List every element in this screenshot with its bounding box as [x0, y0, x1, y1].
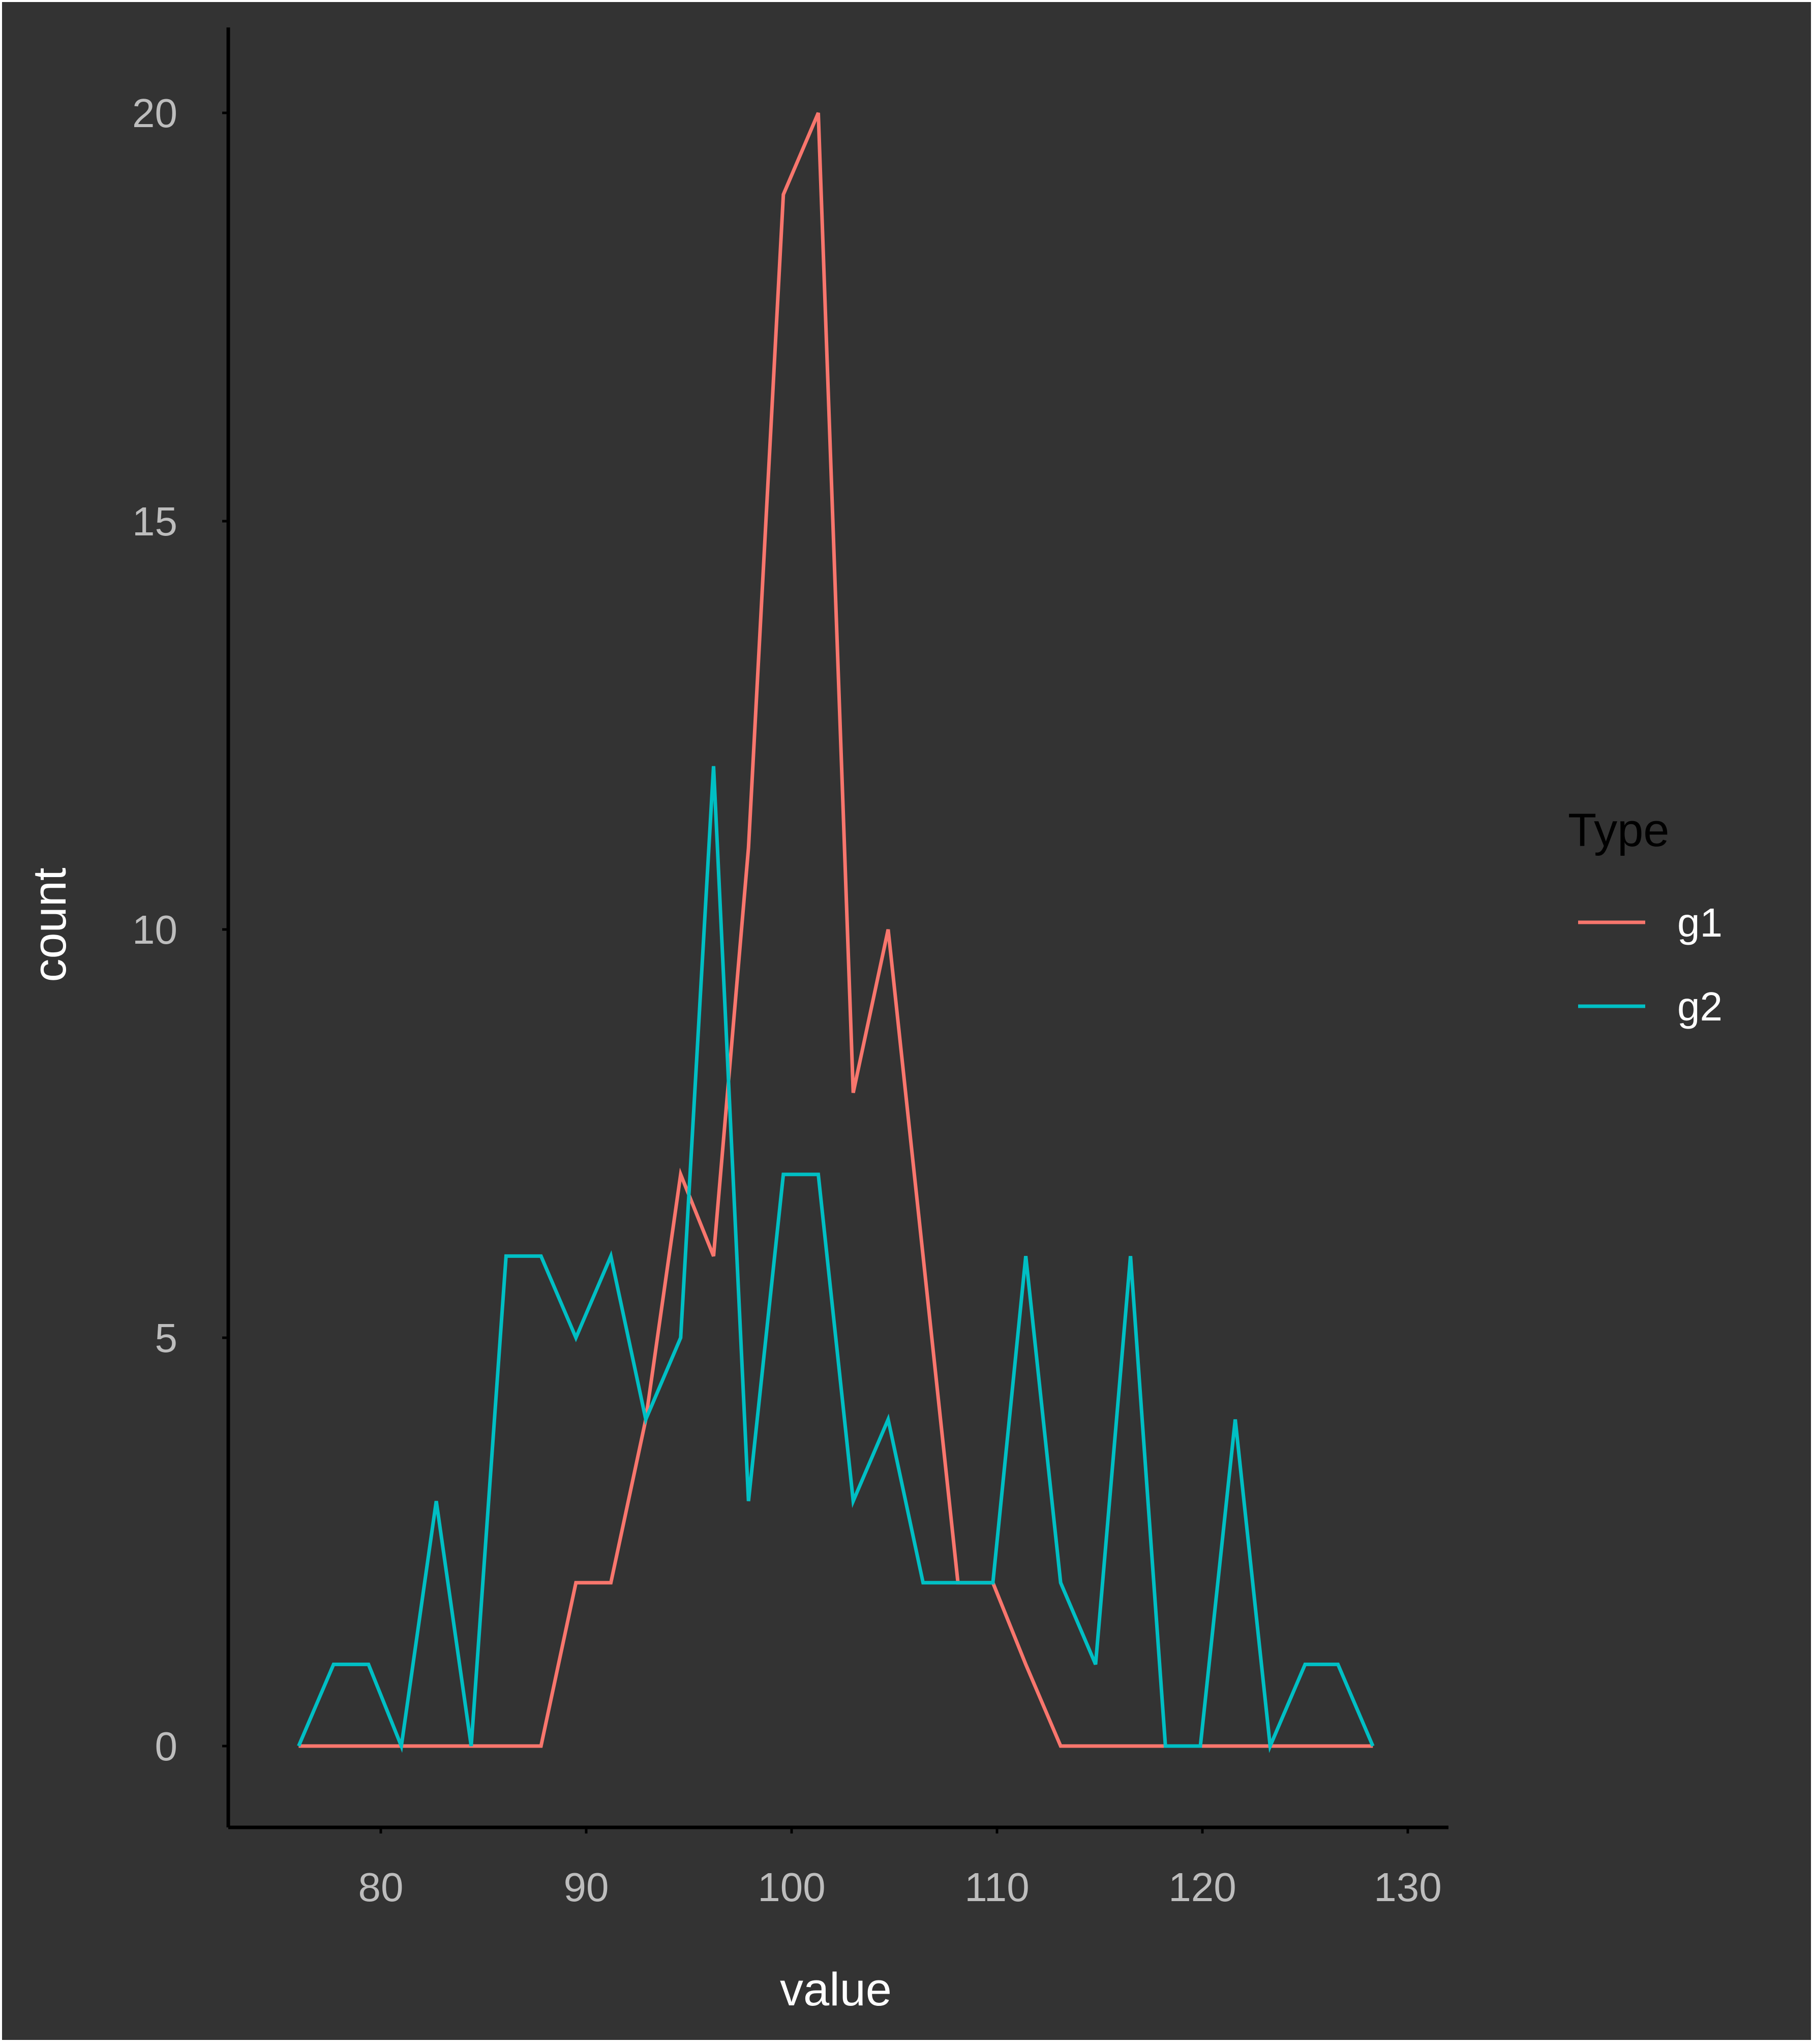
- x-tick-label: 100: [758, 1865, 825, 1910]
- x-axis-ticks: 80 90 100 110 120 130: [358, 1827, 1442, 1910]
- x-tick-label: 130: [1374, 1865, 1441, 1910]
- x-tick-label: 90: [564, 1865, 609, 1910]
- y-tick-label: 15: [132, 499, 177, 544]
- y-tick-label: 20: [132, 91, 177, 136]
- x-tick-label: 110: [964, 1865, 1030, 1910]
- y-tick-label: 5: [155, 1315, 178, 1361]
- legend: Type g1 g2: [1568, 804, 1723, 1029]
- x-axis-title: value: [780, 1964, 892, 2016]
- axes: [226, 27, 1448, 1829]
- y-tick-label: 10: [132, 907, 177, 952]
- legend-label-g1: g1: [1677, 900, 1723, 945]
- legend-title: Type: [1568, 804, 1669, 856]
- y-axis-ticks: 0 5 10 15 20: [132, 91, 228, 1769]
- series-line-g2: [297, 766, 1375, 1753]
- legend-label-g2: g2: [1677, 984, 1723, 1029]
- series-lines: [297, 112, 1375, 1753]
- y-tick-label: 0: [155, 1724, 178, 1769]
- x-tick-label: 120: [1168, 1865, 1236, 1910]
- series-line-g1: [298, 112, 1373, 1748]
- y-axis-title: count: [24, 867, 76, 982]
- x-tick-label: 80: [358, 1865, 404, 1910]
